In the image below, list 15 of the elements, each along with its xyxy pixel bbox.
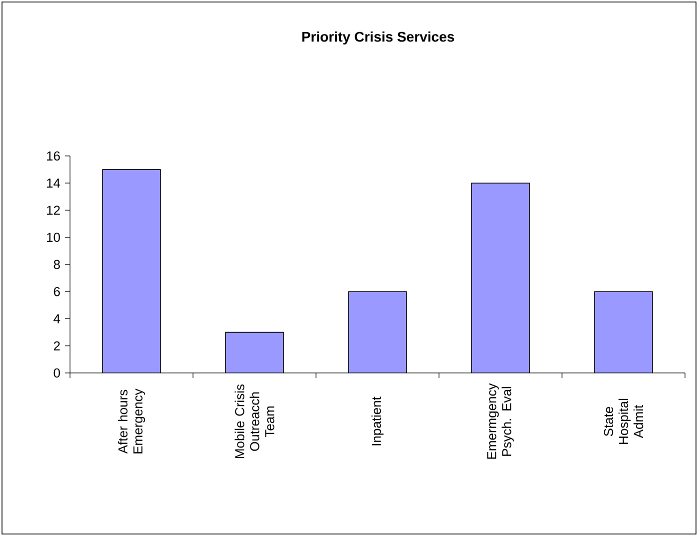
y-tick-label: 14: [47, 178, 60, 188]
y-tick-label: 16: [47, 151, 60, 161]
x-tick-label: Emermgency Psych. Eval: [487, 383, 514, 459]
chart-title: Priority Crisis Services: [302, 31, 454, 45]
y-tick-label: 6: [54, 287, 60, 296]
x-tick-label: After hours Emergency: [118, 388, 146, 454]
x-tick-label: Inpatient: [371, 396, 384, 446]
x-tick-label: Mobile Crisis Outreacch Team: [234, 384, 274, 458]
y-tick-label: 0: [54, 368, 60, 378]
y-tick-label: 2: [54, 341, 60, 350]
y-tick-label: 12: [47, 206, 60, 215]
x-tick-label: State Hospital Admit: [604, 398, 644, 444]
y-tick-label: 4: [54, 314, 60, 324]
y-tick-label: 8: [54, 260, 60, 270]
y-tick-label: 10: [47, 232, 60, 242]
